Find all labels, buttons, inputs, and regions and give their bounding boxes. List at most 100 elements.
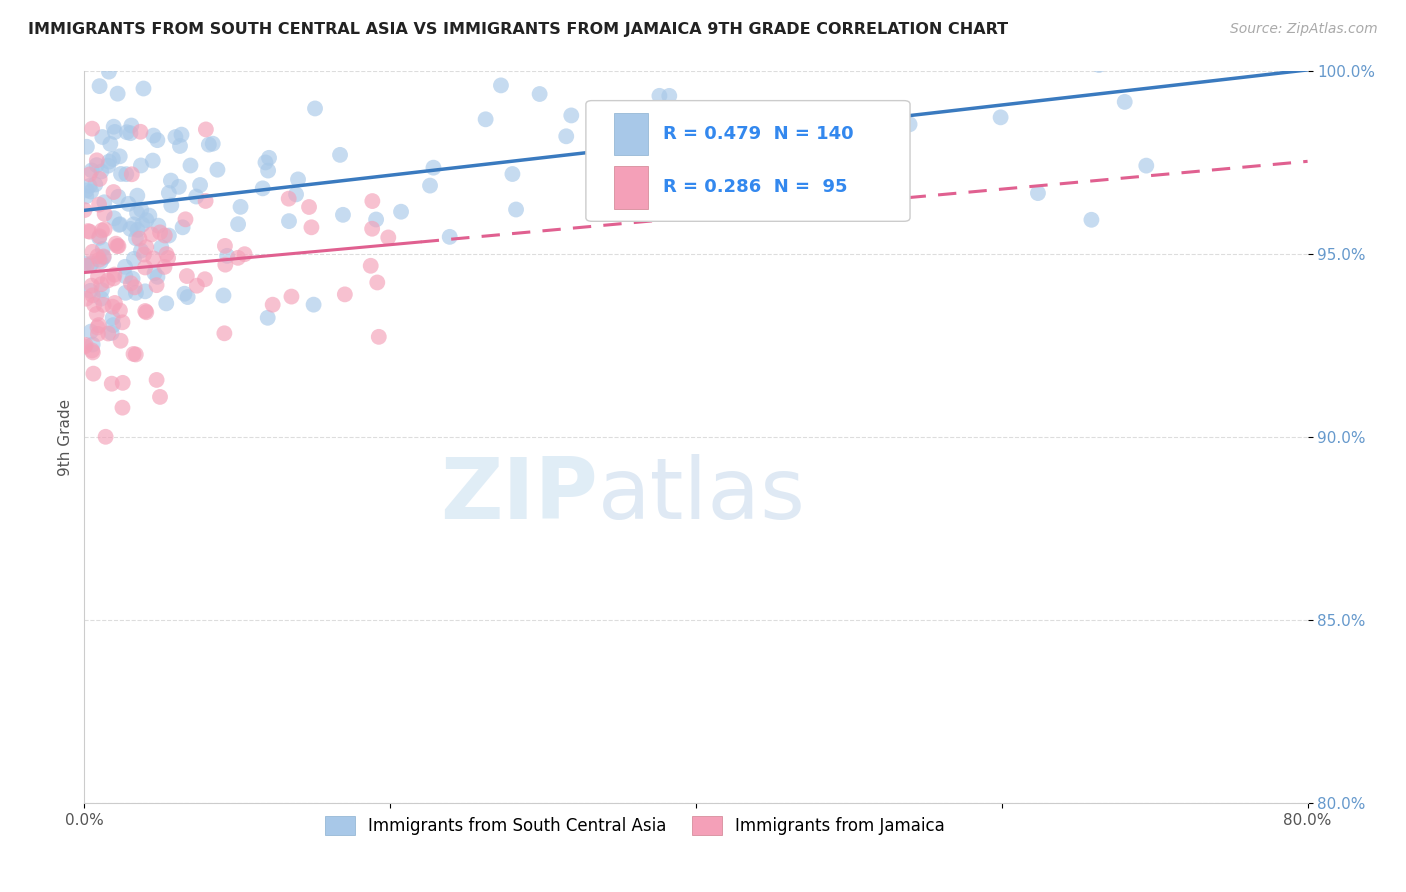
Point [87, 197, 110, 211]
Point [277, 192, 299, 206]
Point [129, 244, 152, 258]
Point [176, 268, 198, 283]
Point [153, 228, 176, 243]
Point [80, 256, 103, 270]
Point [360, 259, 382, 273]
Point [128, 232, 150, 246]
Point [302, 298, 325, 312]
Point [121, 167, 143, 181]
Point [132, 81, 155, 95]
Point [157, 251, 180, 265]
Point [366, 276, 388, 290]
Point [107, 190, 129, 204]
Point [89, 172, 111, 186]
Point [93, 250, 115, 264]
Point [141, 227, 163, 242]
Point [170, 128, 193, 142]
Point [835, 123, 858, 137]
Point [257, 163, 280, 178]
Point [129, 158, 152, 172]
Point [169, 139, 191, 153]
Point [104, 296, 127, 310]
Point [149, 225, 172, 239]
Point [115, 125, 138, 139]
Point [108, 149, 131, 163]
Point [93, 195, 115, 210]
FancyBboxPatch shape [586, 101, 910, 221]
Point [127, 223, 149, 237]
Point [121, 271, 143, 285]
Point [173, 286, 195, 301]
Point [125, 231, 148, 245]
Point [120, 126, 142, 140]
Point [125, 206, 148, 220]
Point [172, 220, 194, 235]
Point [98, 136, 121, 151]
Point [73, 202, 96, 217]
Point [207, 162, 229, 177]
Point [82, 343, 104, 358]
Point [135, 305, 157, 319]
Text: atlas: atlas [598, 454, 806, 537]
Point [1026, 186, 1049, 200]
Point [332, 208, 354, 222]
Point [79, 284, 101, 298]
Point [90, 254, 112, 268]
Point [82, 121, 104, 136]
Point [117, 196, 139, 211]
Point [278, 214, 301, 228]
Point [233, 247, 256, 261]
Point [333, 287, 356, 301]
Point [107, 87, 129, 101]
Point [160, 198, 183, 212]
Point [287, 172, 309, 186]
Point [174, 212, 197, 227]
Point [256, 310, 278, 325]
Point [419, 178, 441, 193]
Point [104, 125, 127, 139]
Point [389, 204, 412, 219]
Point [501, 167, 523, 181]
Point [79, 258, 101, 272]
Point [990, 111, 1012, 125]
Point [89, 252, 111, 267]
Point [148, 219, 170, 233]
Point [619, 175, 641, 189]
Point [87, 326, 110, 341]
Point [361, 221, 384, 235]
Point [120, 222, 142, 236]
Point [648, 88, 671, 103]
Point [73, 339, 96, 353]
Point [101, 318, 124, 332]
Point [142, 252, 165, 266]
Point [101, 310, 124, 325]
Point [298, 200, 321, 214]
Point [555, 129, 578, 144]
Point [97, 159, 120, 173]
Point [97, 64, 120, 78]
Point [229, 200, 252, 214]
Point [80, 163, 103, 178]
Point [1135, 159, 1157, 173]
Point [125, 347, 148, 361]
Point [658, 88, 681, 103]
Point [124, 280, 146, 294]
Point [194, 272, 217, 286]
Point [1157, 28, 1180, 42]
Point [83, 298, 105, 312]
Point [138, 209, 160, 223]
FancyBboxPatch shape [614, 166, 648, 209]
Point [186, 278, 208, 293]
Point [585, 168, 607, 182]
Point [1202, 28, 1225, 42]
Point [145, 373, 167, 387]
Point [75, 292, 97, 306]
Point [103, 268, 125, 282]
Point [606, 145, 628, 160]
Point [89, 231, 111, 245]
Point [1080, 212, 1102, 227]
Y-axis label: 9th Grade: 9th Grade [58, 399, 73, 475]
Point [90, 283, 112, 297]
Point [82, 345, 104, 359]
Point [103, 211, 125, 226]
